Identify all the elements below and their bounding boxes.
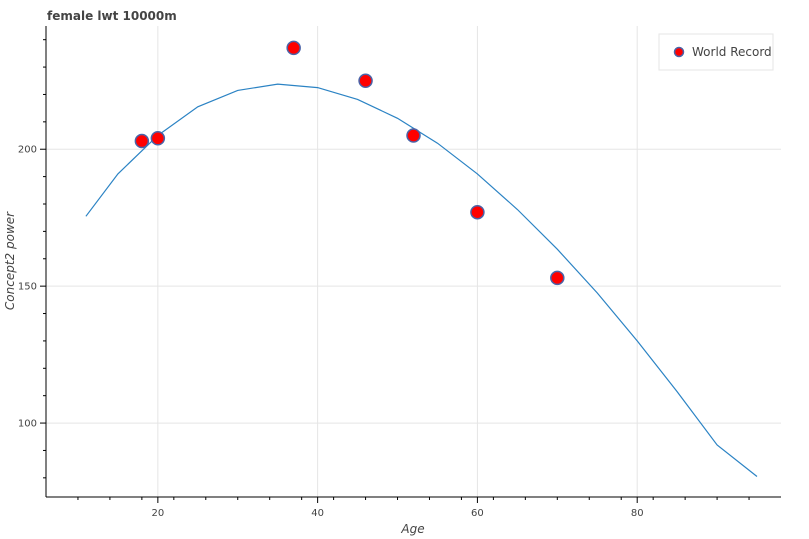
legend-marker-world-record bbox=[673, 46, 685, 58]
data-point bbox=[550, 270, 565, 286]
data-point bbox=[406, 128, 421, 143]
y-axis-label: Concept2 power bbox=[3, 211, 17, 310]
axes bbox=[45, 26, 781, 498]
x-tick-label: 20 bbox=[151, 508, 164, 519]
data-point bbox=[358, 73, 373, 89]
x-tick-label: 80 bbox=[631, 508, 644, 519]
y-tick-label: 150 bbox=[18, 282, 37, 293]
fit-curve-line bbox=[85, 83, 758, 477]
legend: World Record bbox=[658, 33, 774, 71]
legend-label-world-record: World Record bbox=[692, 45, 772, 59]
grid bbox=[46, 26, 781, 497]
ticks: 20 40 60 80 100 150 200 bbox=[18, 39, 750, 519]
data-point bbox=[470, 204, 485, 220]
chart-title: female lwt 10000m bbox=[47, 9, 177, 23]
data-point bbox=[134, 133, 150, 149]
y-tick-label: 200 bbox=[18, 145, 37, 156]
x-axis-label: Age bbox=[400, 522, 424, 536]
y-tick-label: 100 bbox=[18, 419, 37, 430]
fit-curve bbox=[85, 83, 758, 477]
world-record-points bbox=[134, 40, 565, 286]
x-tick-label: 40 bbox=[311, 508, 324, 519]
data-point bbox=[150, 131, 166, 146]
x-tick-label: 60 bbox=[471, 508, 484, 519]
data-point bbox=[286, 40, 301, 56]
